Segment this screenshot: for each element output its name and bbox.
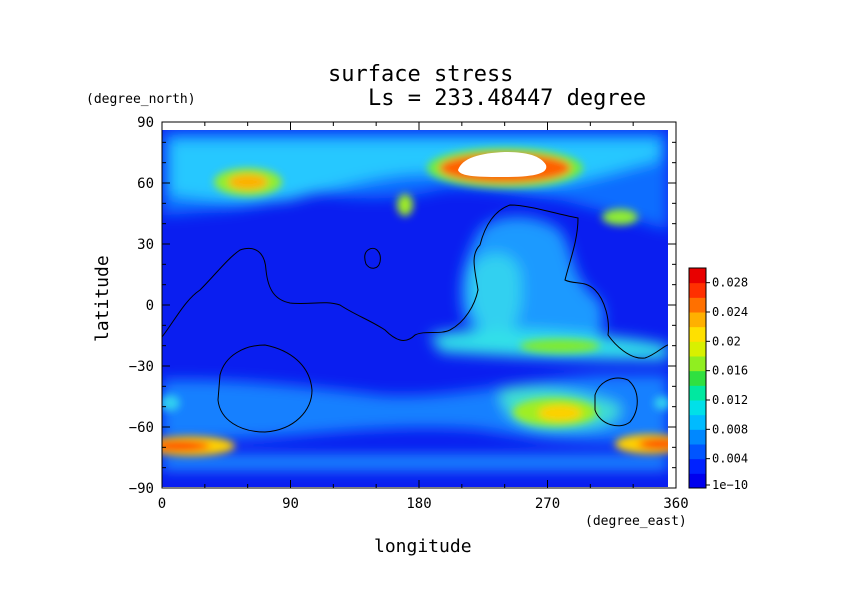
y-tick-label: 0 <box>146 298 154 314</box>
colorbar-frame <box>688 267 707 489</box>
colorbar-tick-label: 1e−10 <box>712 478 748 492</box>
y-tick-label: 30 <box>137 237 154 253</box>
heatmap-field <box>162 130 668 487</box>
colorbar-swatch <box>689 458 706 474</box>
colorbar-tick-label: 0.02 <box>712 334 741 348</box>
contour-small-north <box>364 247 381 269</box>
x-axis-label: longitude <box>374 536 472 557</box>
south-east-hot-inner <box>538 405 582 421</box>
axes: 0 90 180 270 360 90 60 30 0 −30 −60 −90 <box>129 115 689 512</box>
y-unit-label: (degree_north) <box>86 92 196 107</box>
colorbar-swatch <box>689 385 706 401</box>
contour-west-continent <box>161 204 669 359</box>
colorbar-tick-label: 0.024 <box>712 305 748 319</box>
x-tick-label: 90 <box>282 496 299 512</box>
colorbar-tick-label: 0.004 <box>712 452 748 466</box>
x-tick-label: 270 <box>535 496 560 512</box>
colorbar-tick-label: 0.028 <box>712 276 748 290</box>
contour-southwest-basin <box>217 344 313 433</box>
chart-subtitle: Ls = 233.48447 degree <box>368 86 647 111</box>
colorbar-swatch <box>689 429 706 445</box>
topography-contours <box>161 204 669 433</box>
se-edge-inner <box>638 439 668 449</box>
x-unit-label: (degree_east) <box>585 514 687 529</box>
contour-southeast-basin <box>594 377 638 427</box>
east-edge-spot <box>654 396 668 410</box>
nw-blob-inner <box>228 174 268 190</box>
sw-edge-inner <box>162 441 210 451</box>
south-low-band <box>162 455 668 470</box>
colorbar-tick-label: 0.012 <box>712 393 748 407</box>
colorbar-tick-label: 0.016 <box>712 364 748 378</box>
colorbar-swatch <box>689 414 706 430</box>
chart-title: surface stress <box>328 62 514 87</box>
colorbar-swatch <box>689 312 706 328</box>
y-tick-label: 90 <box>137 115 154 131</box>
colorbar-tick-label: 0.008 <box>712 422 748 436</box>
colorbar-swatch <box>689 356 706 372</box>
y-axis-label: latitude <box>92 255 113 342</box>
mid-south-hot <box>520 339 600 353</box>
x-tick-label: 180 <box>406 496 431 512</box>
x-tick-label: 360 <box>663 496 688 512</box>
y-tick-label: 60 <box>137 176 154 192</box>
y-tick-label: −90 <box>129 481 154 497</box>
y-tick-label: −60 <box>129 420 154 436</box>
y-tick-label: −30 <box>129 359 154 375</box>
east-region-inner <box>469 253 522 340</box>
colorbar-swatch <box>689 297 706 313</box>
colorbar-swatch <box>689 400 706 416</box>
colorbar-swatch <box>689 473 706 489</box>
colorbar-swatch <box>689 341 706 357</box>
spot-170 <box>397 194 413 216</box>
ne-blob <box>602 209 638 225</box>
colorbar-swatch <box>689 370 706 386</box>
x-tick-label: 0 <box>158 496 166 512</box>
west-edge-spot <box>162 395 180 411</box>
north-cap-saturated <box>458 152 547 177</box>
colorbar-swatch <box>689 282 706 298</box>
colorbar: 1e−10 0.004 0.008 0.012 0.016 0.02 0.024 0.028 <box>688 267 748 492</box>
colorbar-swatch <box>689 268 706 284</box>
colorbar-swatch <box>689 326 706 342</box>
colorbar-swatch <box>689 444 706 460</box>
